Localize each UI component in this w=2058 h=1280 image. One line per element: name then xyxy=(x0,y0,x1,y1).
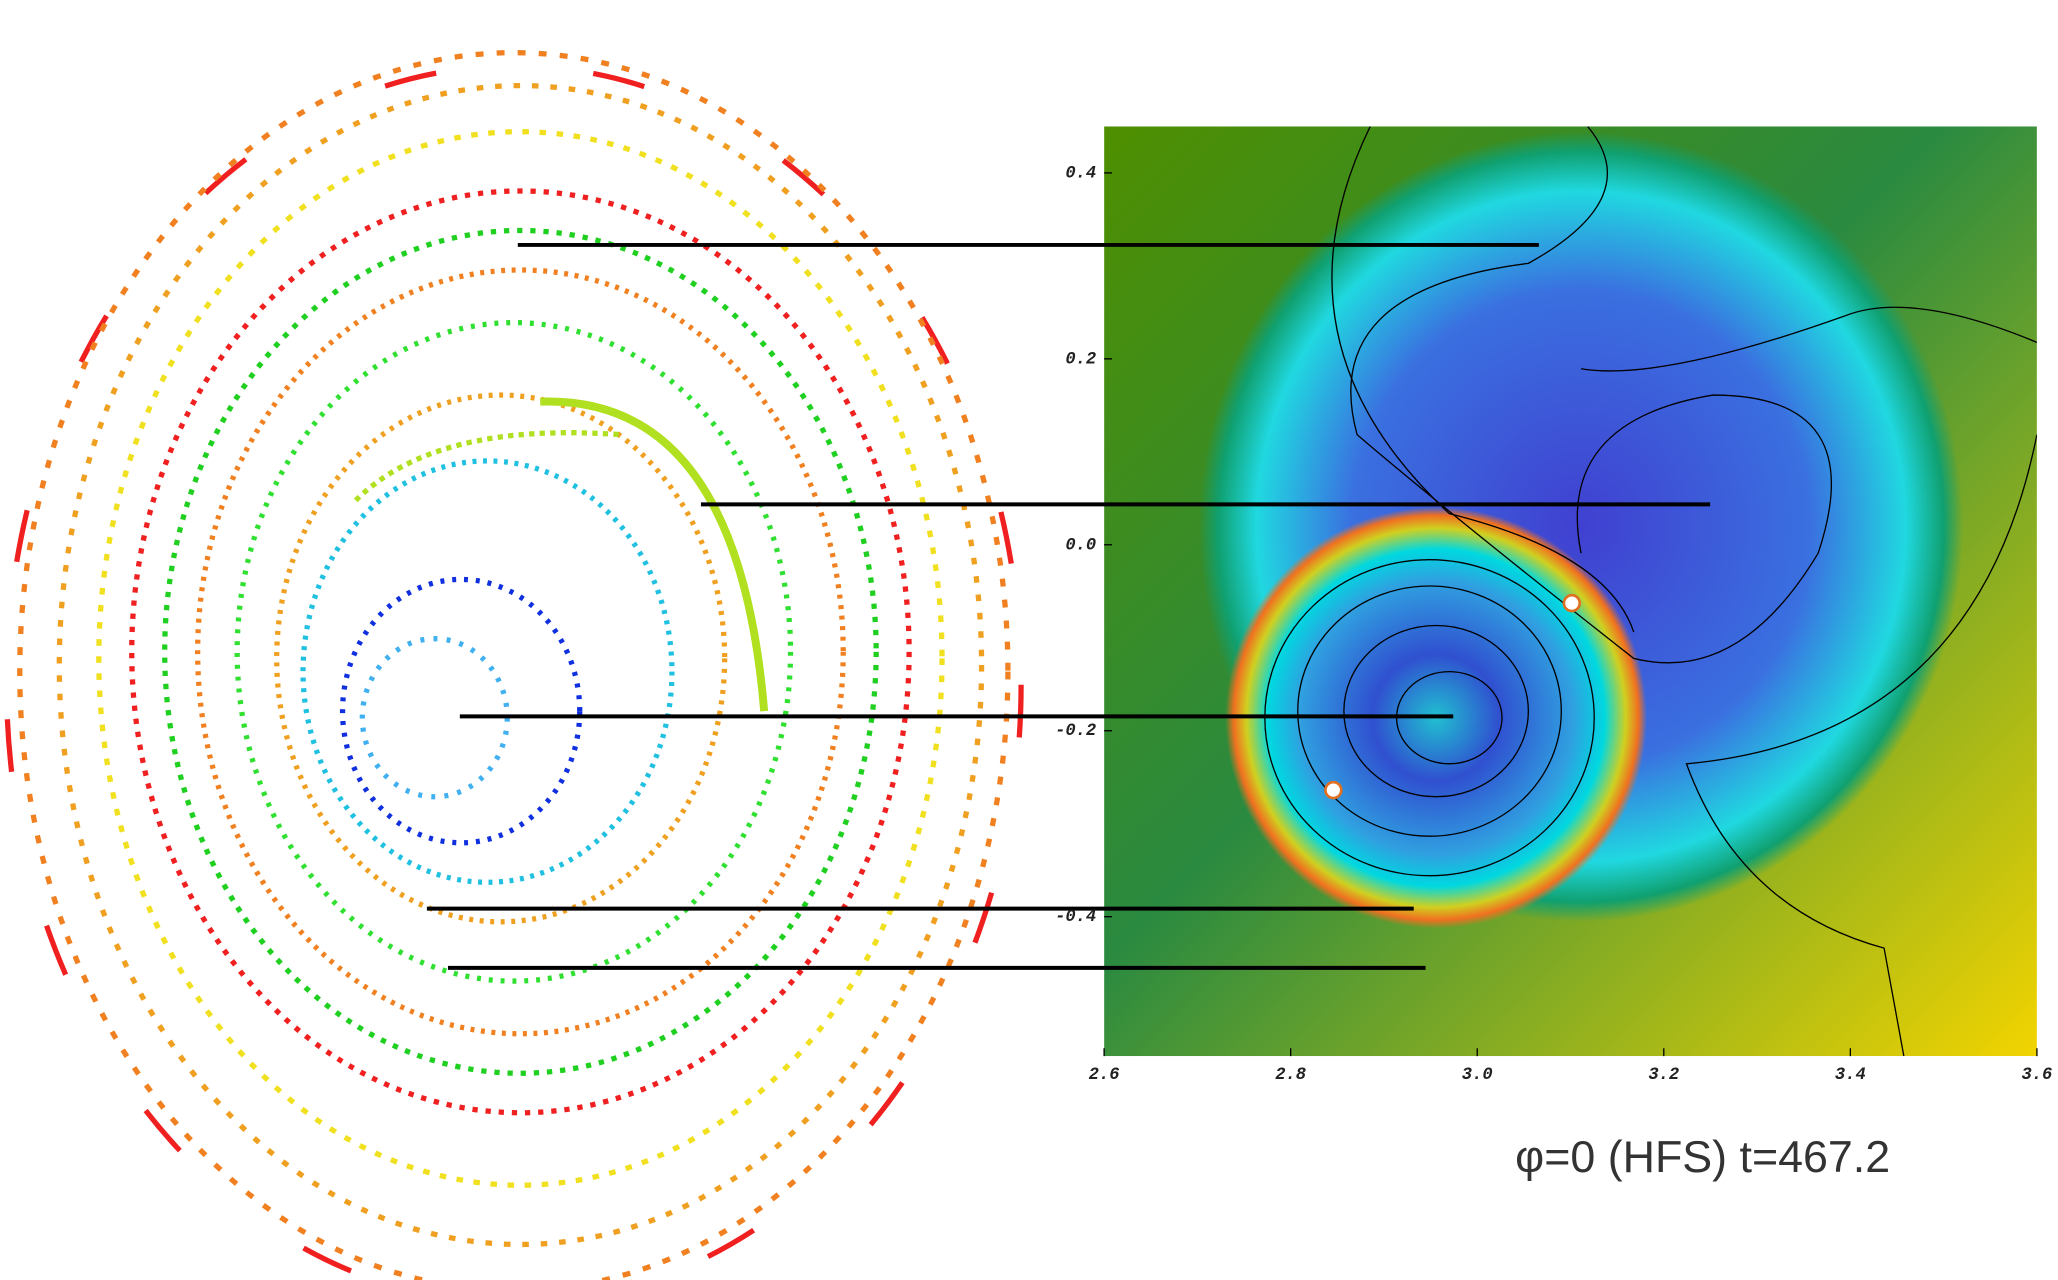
heatmap xyxy=(1104,126,2037,1057)
y-tick-label: 0.0 xyxy=(1065,536,1096,555)
x-tick-label: 3.0 xyxy=(1462,1066,1493,1085)
connector-lines xyxy=(426,242,1711,970)
y-tick-label: -0.2 xyxy=(1055,722,1096,741)
x-tick-label: 2.6 xyxy=(1089,1066,1120,1085)
x-tick-label: 3.6 xyxy=(2022,1066,2053,1085)
poincare-plot xyxy=(4,50,1024,1280)
y-tick-label: 0.4 xyxy=(1065,164,1096,183)
y-tick-label: 0.2 xyxy=(1065,350,1096,369)
x-tick-label: 3.2 xyxy=(1648,1066,1679,1085)
x-tick-label: 3.4 xyxy=(1835,1066,1866,1085)
y-tick-label: -0.4 xyxy=(1055,908,1096,927)
annotation: φ=0 (HFS) t=467.2 xyxy=(1515,1132,1890,1182)
x-tick-label: 2.8 xyxy=(1275,1066,1306,1085)
